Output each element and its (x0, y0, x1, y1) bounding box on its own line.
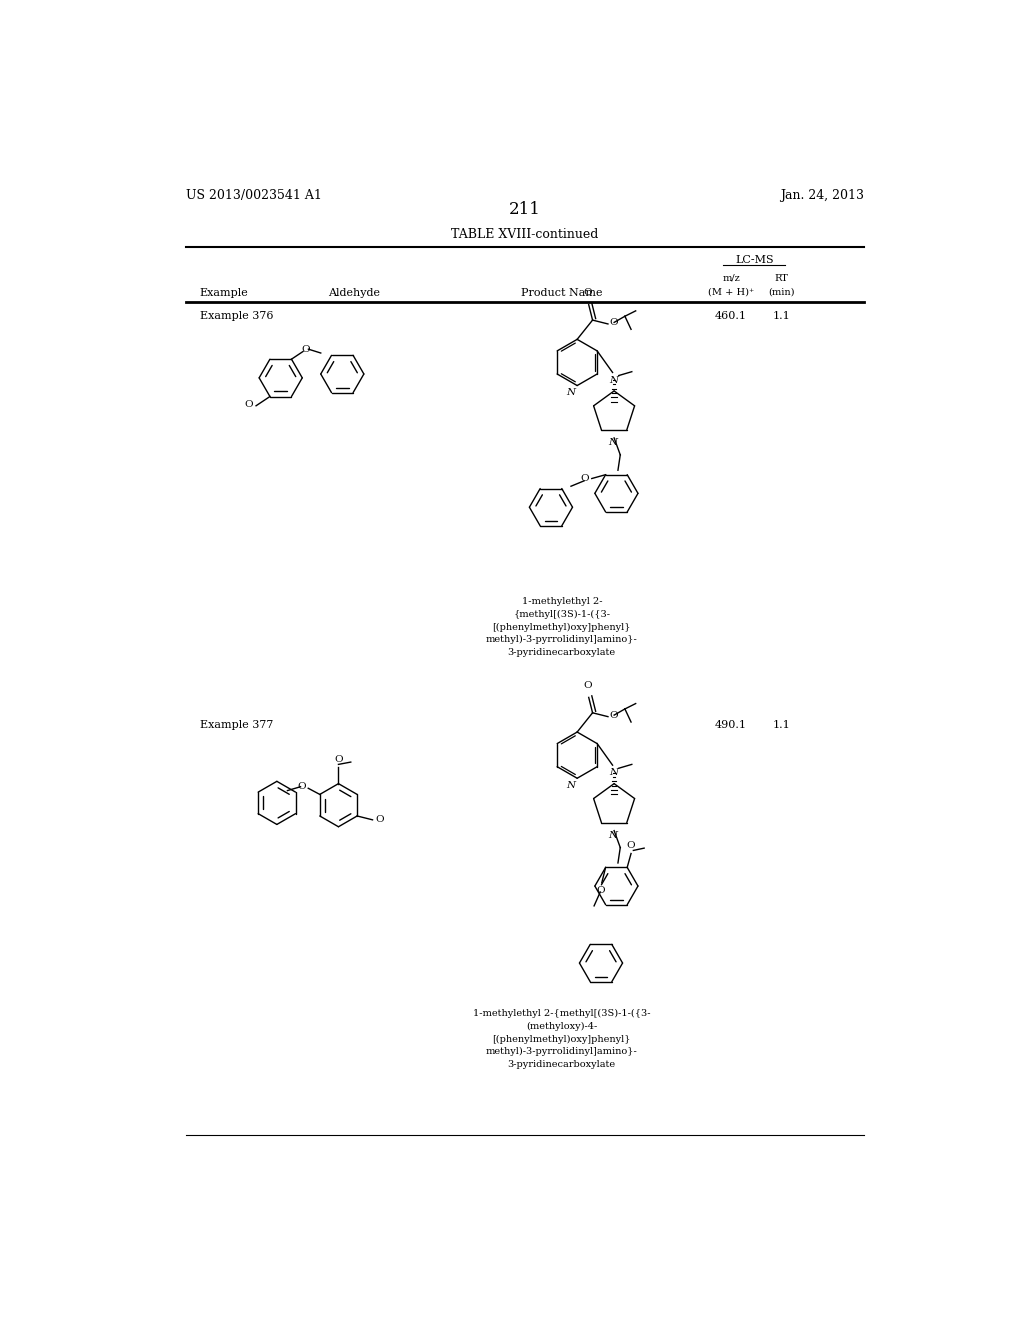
Text: O: O (245, 400, 253, 409)
Text: O: O (584, 681, 592, 689)
Text: Product Name: Product Name (521, 288, 602, 298)
Text: O: O (609, 318, 618, 327)
Text: N: N (609, 768, 618, 777)
Text: N: N (566, 388, 575, 397)
Text: m/z: m/z (722, 275, 740, 282)
Text: 490.1: 490.1 (715, 721, 748, 730)
Text: Example: Example (200, 288, 249, 298)
Text: N: N (608, 830, 617, 840)
Text: 1-methylethyl 2-{methyl[(3S)-1-({3-
(methyloxy)-4-
[(phenylmethyl)oxy]phenyl}
me: 1-methylethyl 2-{methyl[(3S)-1-({3- (met… (473, 1010, 650, 1069)
Text: Example 377: Example 377 (200, 721, 273, 730)
Text: O: O (627, 841, 635, 850)
Text: N: N (608, 438, 617, 447)
Text: O: O (584, 288, 592, 297)
Text: 1.1: 1.1 (772, 312, 791, 321)
Text: (M + H)⁺: (M + H)⁺ (708, 288, 755, 297)
Text: (min): (min) (768, 288, 795, 297)
Text: Jan. 24, 2013: Jan. 24, 2013 (779, 189, 863, 202)
Text: TABLE XVIII-continued: TABLE XVIII-continued (452, 227, 598, 240)
Text: N: N (566, 780, 575, 789)
Text: O: O (609, 710, 618, 719)
Text: RT: RT (774, 275, 788, 282)
Text: 1-methylethyl 2-
{methyl[(3S)-1-({3-
[(phenylmethyl)oxy]phenyl}
methyl)-3-pyrrol: 1-methylethyl 2- {methyl[(3S)-1-({3- [(p… (485, 598, 638, 657)
Text: 211: 211 (509, 201, 541, 218)
Text: O: O (596, 886, 604, 895)
Text: O: O (297, 783, 306, 791)
Text: O: O (334, 755, 343, 764)
Text: N: N (609, 376, 618, 384)
Text: US 2013/0023541 A1: US 2013/0023541 A1 (186, 189, 322, 202)
Text: 460.1: 460.1 (715, 312, 748, 321)
Text: LC-MS: LC-MS (735, 255, 773, 264)
Text: Aldehyde: Aldehyde (328, 288, 380, 298)
Text: 1.1: 1.1 (772, 721, 791, 730)
Text: O: O (376, 816, 384, 824)
Text: O: O (581, 474, 590, 483)
Text: O: O (301, 345, 309, 354)
Text: Example 376: Example 376 (200, 312, 273, 321)
